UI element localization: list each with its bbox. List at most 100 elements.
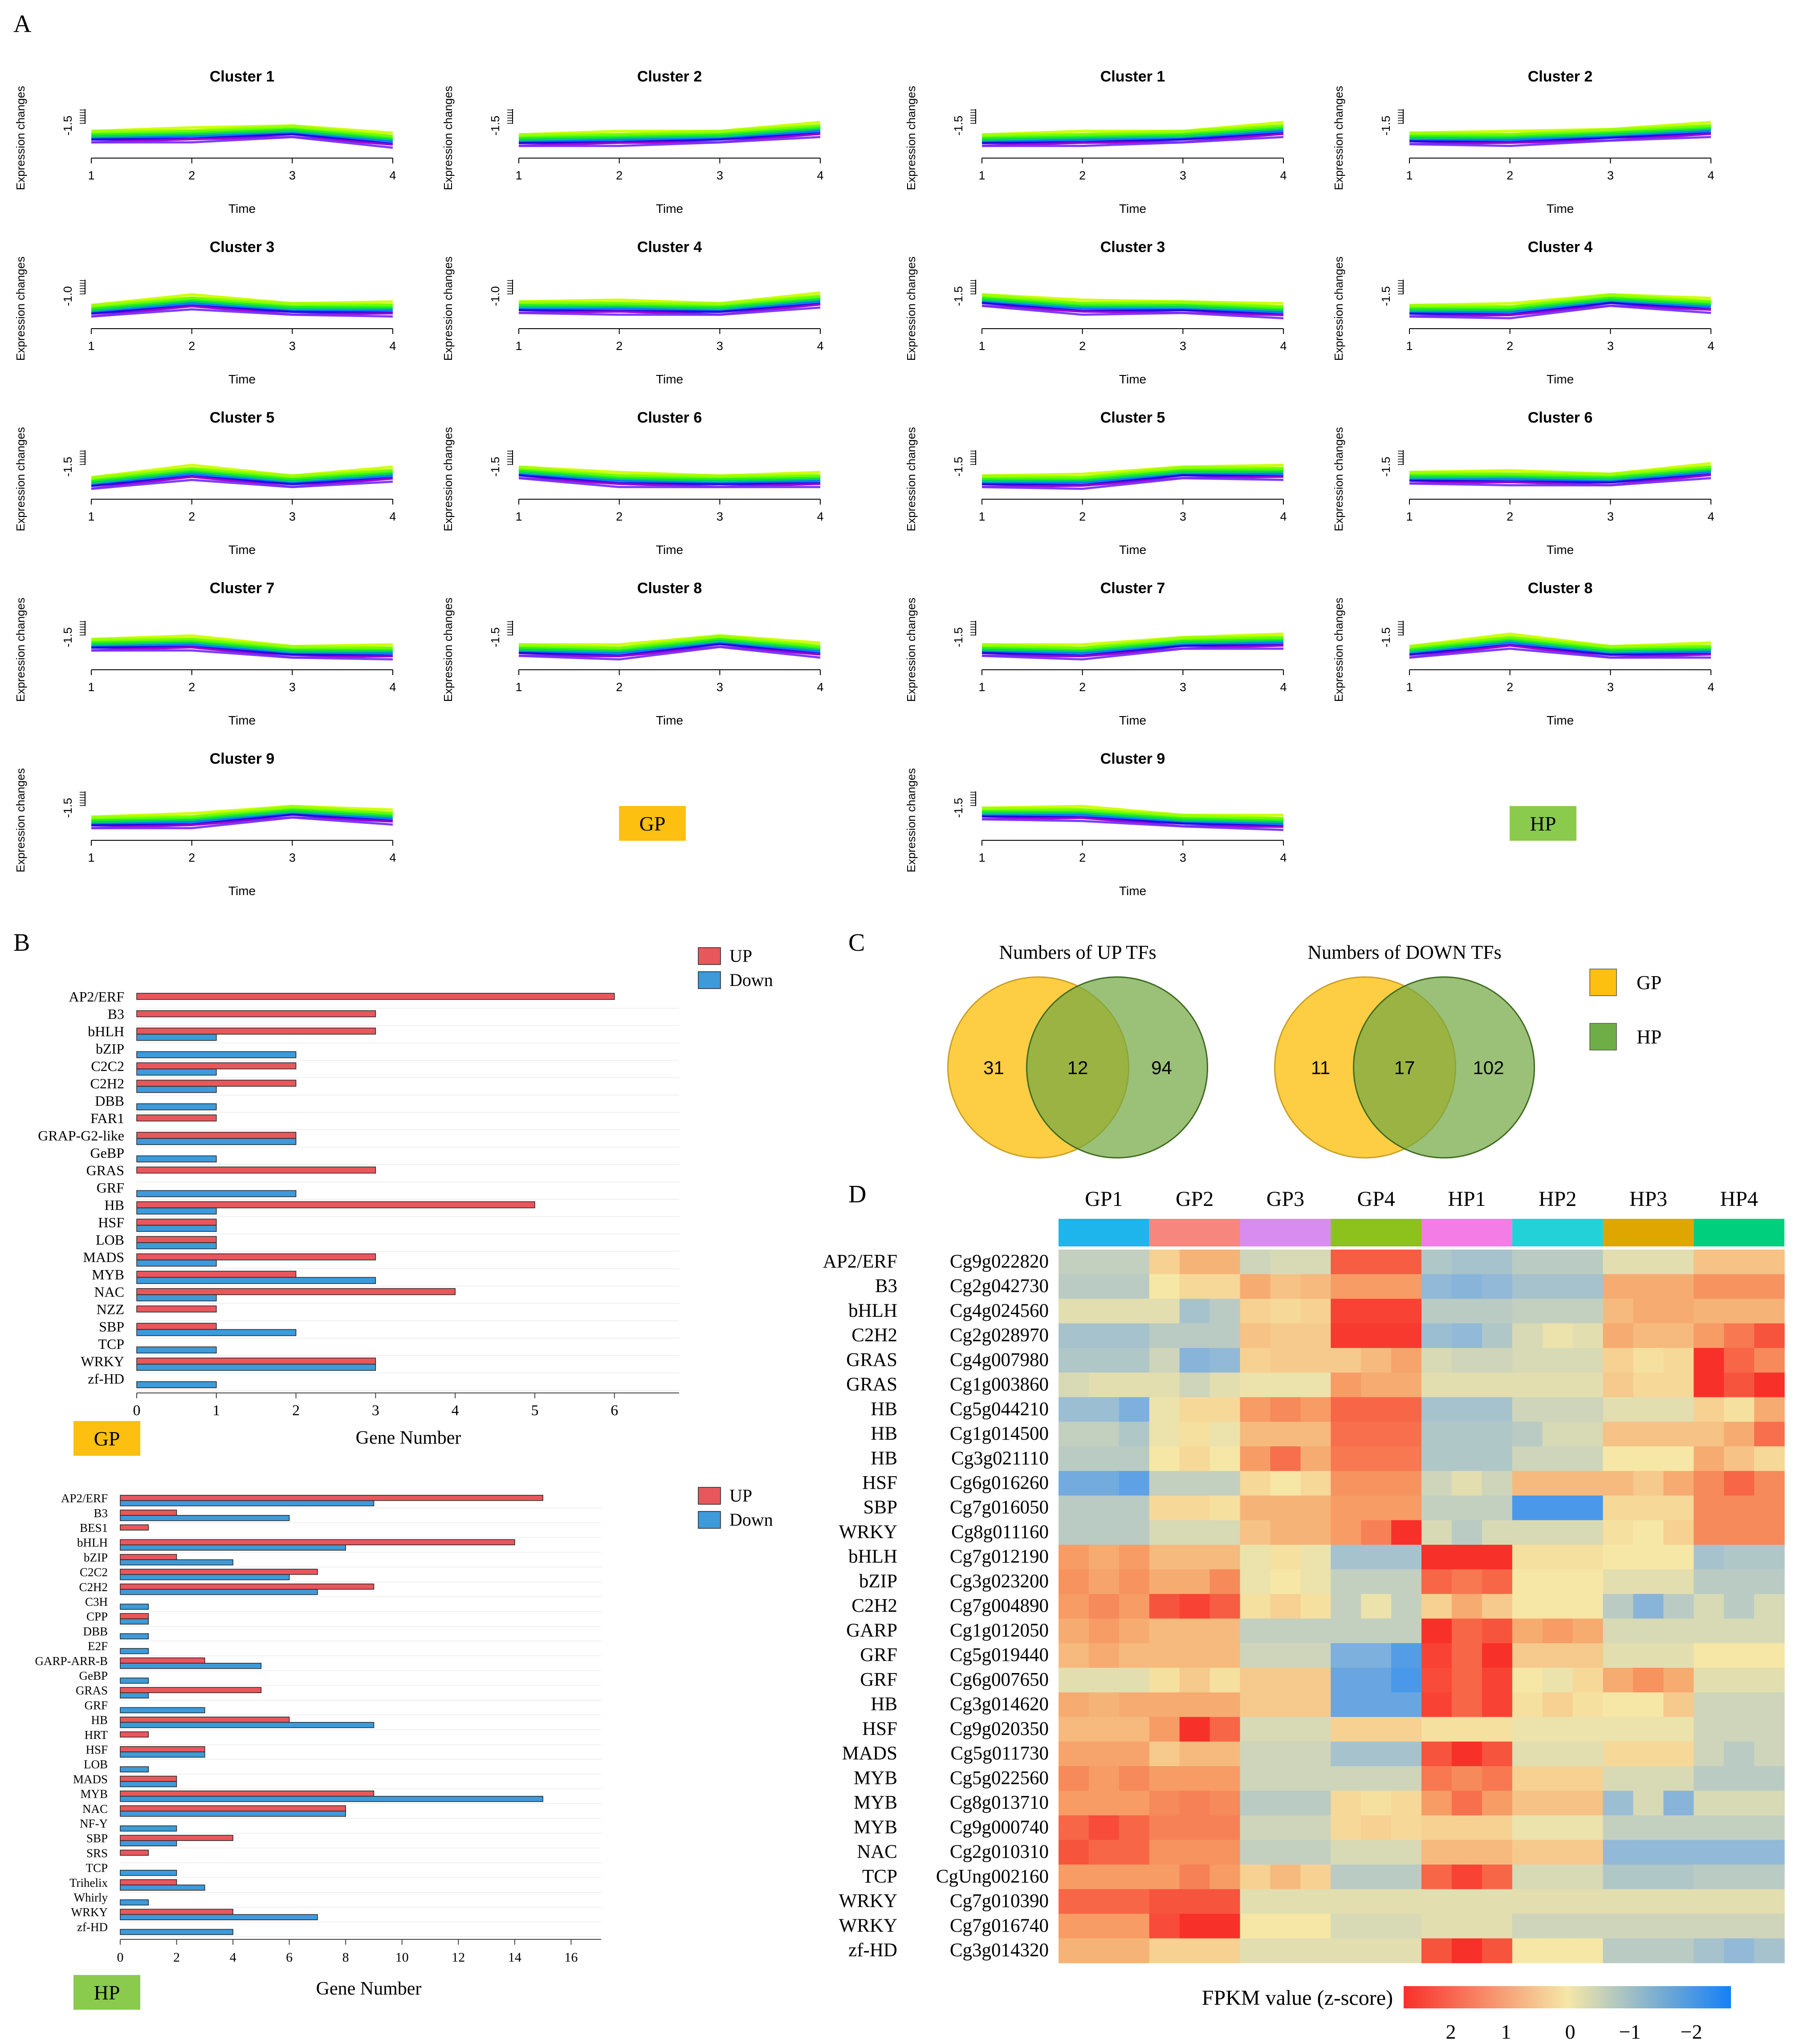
b-gp-bar-down <box>136 1086 217 1093</box>
heatmap-cell <box>1149 1594 1180 1619</box>
cluster-hp-2-y-tick-label: -1.5 <box>1379 116 1393 136</box>
heatmap-cell <box>1663 1741 1694 1767</box>
b-hp-bar-up <box>120 1716 290 1723</box>
heatmap-cell <box>1361 1250 1392 1274</box>
heatmap-cell <box>1088 1544 1120 1570</box>
heatmap-cell <box>1603 1520 1634 1545</box>
heatmap-cell <box>1240 1495 1271 1521</box>
cluster-gp-2: Cluster 2 1 2 3 4 Time -1.5 Expression changes <box>441 68 824 216</box>
heatmap-cell <box>1119 1569 1150 1594</box>
cluster-gp-5-title: Cluster 5 <box>210 409 275 426</box>
heatmap-cell <box>1663 1840 1694 1865</box>
heatmap-cell <box>1119 1938 1150 1963</box>
heatmap-row-gene: Cg3g014320 <box>950 1940 1049 1961</box>
heatmap-row-gene: Cg5g022560 <box>950 1767 1049 1788</box>
heatmap-cell <box>1059 1668 1089 1693</box>
cluster-hp-4-profile-line <box>1409 301 1711 314</box>
cluster-gp-3-x-tick-label: 1 <box>88 339 94 353</box>
cluster-gp-3: Cluster 3 1 2 3 4 Time -1.0 Expression changes <box>14 239 396 386</box>
heatmap-row-family: MYB <box>854 1767 897 1788</box>
heatmap-cell <box>1482 1643 1513 1668</box>
cluster-hp-5-profile-line <box>982 471 1283 483</box>
b-hp-bar-down <box>120 1663 262 1669</box>
heatmap-cell <box>1119 1643 1150 1668</box>
cluster-hp-7-profile-line <box>981 644 1284 658</box>
b-gp-bar-up <box>136 1323 217 1330</box>
hp-tag-box <box>1510 806 1576 841</box>
heatmap-cell <box>1512 1618 1543 1644</box>
heatmap-cell <box>1754 1914 1785 1939</box>
b-gp-x-tick-label: 2 <box>292 1402 300 1419</box>
cluster-hp-9-profile-line <box>981 806 1284 820</box>
b-gp-bar-up <box>136 1062 297 1070</box>
heatmap-cell <box>1482 1299 1513 1324</box>
cluster-hp-5-y-title: Expression changes <box>904 427 918 531</box>
heatmap-cell <box>1633 1668 1664 1693</box>
cluster-gp-1-profile-line <box>91 132 393 143</box>
b-hp-bar-up <box>120 1790 375 1797</box>
heatmap-cell <box>1240 1865 1271 1889</box>
heatmap-cell <box>1240 1446 1271 1471</box>
cluster-hp-9-profile-line <box>981 810 1284 822</box>
b-gp-bar-up <box>136 1236 217 1243</box>
heatmap-cell <box>1179 1250 1210 1274</box>
b-hp-x-tick-label: 0 <box>117 1950 124 1965</box>
heatmap-cell <box>1088 1791 1120 1816</box>
heatmap-cell <box>1482 1668 1513 1693</box>
b-gp-bar-down <box>136 1259 217 1267</box>
cluster-gp-3-profile-line <box>91 304 393 315</box>
cluster-gp-4-profile-line <box>518 302 821 313</box>
heatmap-cell <box>1451 1323 1482 1348</box>
heatmap-cell <box>1149 1323 1180 1348</box>
panel-label-d: D <box>848 1181 866 1208</box>
heatmap-cell <box>1572 1865 1604 1889</box>
heatmap-cell <box>1482 1865 1513 1889</box>
cluster-gp-8-x-tick-label: 2 <box>616 680 623 694</box>
heatmap-cell <box>1633 1348 1664 1373</box>
heatmap-cell <box>1512 1397 1543 1422</box>
heatmap-cell <box>1542 1299 1573 1324</box>
cluster-gp-3-x-title: Time <box>228 372 256 386</box>
heatmap-cell <box>1240 1569 1271 1594</box>
heatmap-cell <box>1270 1495 1301 1521</box>
heatmap-cell <box>1572 1889 1604 1914</box>
venn-up-gp-only: 31 <box>983 1057 1004 1078</box>
heatmap-cell <box>1421 1323 1452 1348</box>
cluster-hp-2-profile-line <box>1409 126 1711 138</box>
heatmap-cell <box>1694 1914 1724 1939</box>
b-gp-category-label: B3 <box>108 1006 124 1022</box>
cluster-gp-2-title: Cluster 2 <box>637 68 702 85</box>
heatmap-cell <box>1331 1323 1361 1348</box>
cluster-gp-9-x-tick-label: 1 <box>88 851 94 864</box>
heatmap-cell <box>1270 1544 1301 1570</box>
cluster-gp-6-profile-line <box>518 468 821 480</box>
b-gp-category-label: DBB <box>95 1093 124 1109</box>
heatmap-cell <box>1754 1397 1785 1422</box>
heatmap-row-gene: Cg6g007650 <box>950 1669 1049 1690</box>
heatmap-cell <box>1603 1372 1634 1398</box>
heatmap-cell <box>1421 1717 1452 1742</box>
cluster-gp-6-profile-line <box>518 476 821 488</box>
cluster-hp-7-profile-line <box>981 636 1284 650</box>
cluster-hp-8-x-tick-label: 2 <box>1507 680 1513 694</box>
heatmap-cell <box>1300 1274 1331 1299</box>
heatmap-cell <box>1542 1840 1573 1865</box>
heatmap-group-bar-gp4 <box>1331 1219 1421 1246</box>
cluster-hp-8-x-tick-label: 1 <box>1406 680 1413 694</box>
cluster-hp-9-profile-line <box>982 812 1284 824</box>
heatmap-cell <box>1361 1569 1392 1594</box>
heatmap-cell <box>1059 1643 1089 1668</box>
cluster-hp-1-profile-line <box>981 121 1284 136</box>
cluster-gp-2-profile-line <box>518 124 821 136</box>
heatmap-cell <box>1119 1889 1150 1914</box>
heatmap-cell <box>1724 1741 1755 1767</box>
heatmap-cell <box>1240 1372 1271 1398</box>
heatmap-cell <box>1209 1594 1241 1619</box>
heatmap-cell <box>1331 1544 1361 1570</box>
heatmap-row-gene: Cg3g021110 <box>951 1448 1049 1469</box>
heatmap-cell <box>1603 1741 1634 1767</box>
cluster-hp-8-profile-line <box>1409 638 1711 651</box>
cluster-hp-7-profile-line <box>981 643 1284 657</box>
b-hp-category-label: BES1 <box>80 1521 108 1535</box>
b-hp-bar-up <box>120 1613 149 1619</box>
